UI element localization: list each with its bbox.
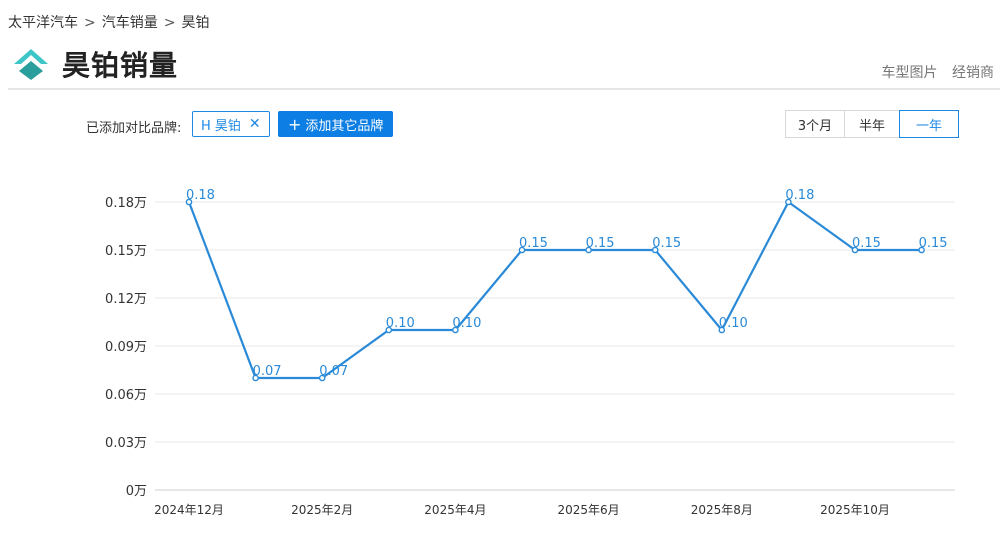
data-point[interactable] <box>318 374 326 382</box>
data-point[interactable] <box>918 246 925 254</box>
x-tick-label: 2025年2月 <box>291 503 353 517</box>
plus-icon: + <box>288 114 302 134</box>
y-tick-label: 0.03万 <box>105 436 147 451</box>
x-tick-label: 2025年4月 <box>424 503 486 517</box>
data-label: 0.15 <box>519 236 548 251</box>
add-brand-label: 添加其它品牌 <box>305 118 384 134</box>
series-line <box>187 200 922 380</box>
data-label: 0.07 <box>319 364 348 379</box>
y-tick-label: 0.18万 <box>105 196 147 211</box>
compare-label: 已添加对比品牌: <box>86 121 182 136</box>
time-range-selector: 3个月 半年 一年 <box>785 110 959 138</box>
range-label: 半年 <box>858 118 885 134</box>
data-label: 0.18 <box>785 188 814 203</box>
y-tick-label: 0.12万 <box>105 292 147 307</box>
y-tick-label: 0.09万 <box>105 340 147 355</box>
y-tick-label: 0.15万 <box>105 244 147 259</box>
breadcrumb-separator: > <box>84 15 96 31</box>
breadcrumb-item-brand[interactable]: 昊铂 <box>181 15 210 31</box>
brand-tag-label: H 昊铂 <box>201 118 241 134</box>
y-tick-label: 0万 <box>126 484 147 499</box>
data-point[interactable] <box>252 374 259 382</box>
data-point[interactable] <box>851 246 859 254</box>
data-point[interactable] <box>585 246 592 254</box>
data-point[interactable] <box>185 198 193 206</box>
add-brand-button[interactable]: + 添加其它品牌 <box>278 111 394 137</box>
x-tick-label: 2025年6月 <box>558 503 620 517</box>
x-tick-label: 2024年12月 <box>154 503 224 517</box>
data-label: 0.07 <box>253 364 282 379</box>
header-divider <box>8 88 1000 90</box>
car-images-link[interactable]: 车型图片 <box>881 65 938 81</box>
brand-logo-icon <box>14 49 48 80</box>
range-one-year-button[interactable]: 一年 <box>899 110 959 138</box>
data-point[interactable] <box>518 246 526 254</box>
title-row: 昊铂销量 <box>10 44 178 84</box>
data-label: 0.15 <box>586 236 615 251</box>
data-label: 0.10 <box>719 316 748 331</box>
data-point[interactable] <box>385 326 393 334</box>
data-point[interactable] <box>718 326 726 334</box>
data-label: 0.15 <box>919 236 948 251</box>
range-label: 一年 <box>915 118 942 134</box>
data-point[interactable] <box>785 198 792 206</box>
breadcrumb-item-site[interactable]: 太平洋汽车 <box>8 15 78 31</box>
breadcrumb-separator: > <box>163 15 176 31</box>
compared-brand-tag[interactable]: H 昊铂 ✕ <box>192 111 270 137</box>
data-label: 0.15 <box>652 236 681 251</box>
data-label: 0.10 <box>386 316 415 331</box>
breadcrumb: 太平洋汽车 > 汽车销量 > 昊铂 <box>8 12 209 32</box>
x-tick-label: 2025年8月 <box>691 503 753 517</box>
breadcrumb-item-sales[interactable]: 汽车销量 <box>101 15 158 31</box>
data-label: 0.10 <box>452 316 481 331</box>
x-tick-label: 2025年10月 <box>820 503 890 517</box>
data-label: 0.15 <box>852 236 881 251</box>
data-point[interactable] <box>651 246 659 254</box>
page-title: 昊铂销量 <box>62 49 179 82</box>
y-tick-label: 0.06万 <box>105 388 147 403</box>
close-icon[interactable]: ✕ <box>248 116 261 132</box>
dealer-link[interactable]: 经销商 <box>952 65 994 81</box>
data-label: 0.18 <box>186 188 215 203</box>
data-point[interactable] <box>452 326 459 334</box>
header-links: 车型图片 经销商 <box>872 62 994 82</box>
range-label: 3个月 <box>797 118 833 134</box>
